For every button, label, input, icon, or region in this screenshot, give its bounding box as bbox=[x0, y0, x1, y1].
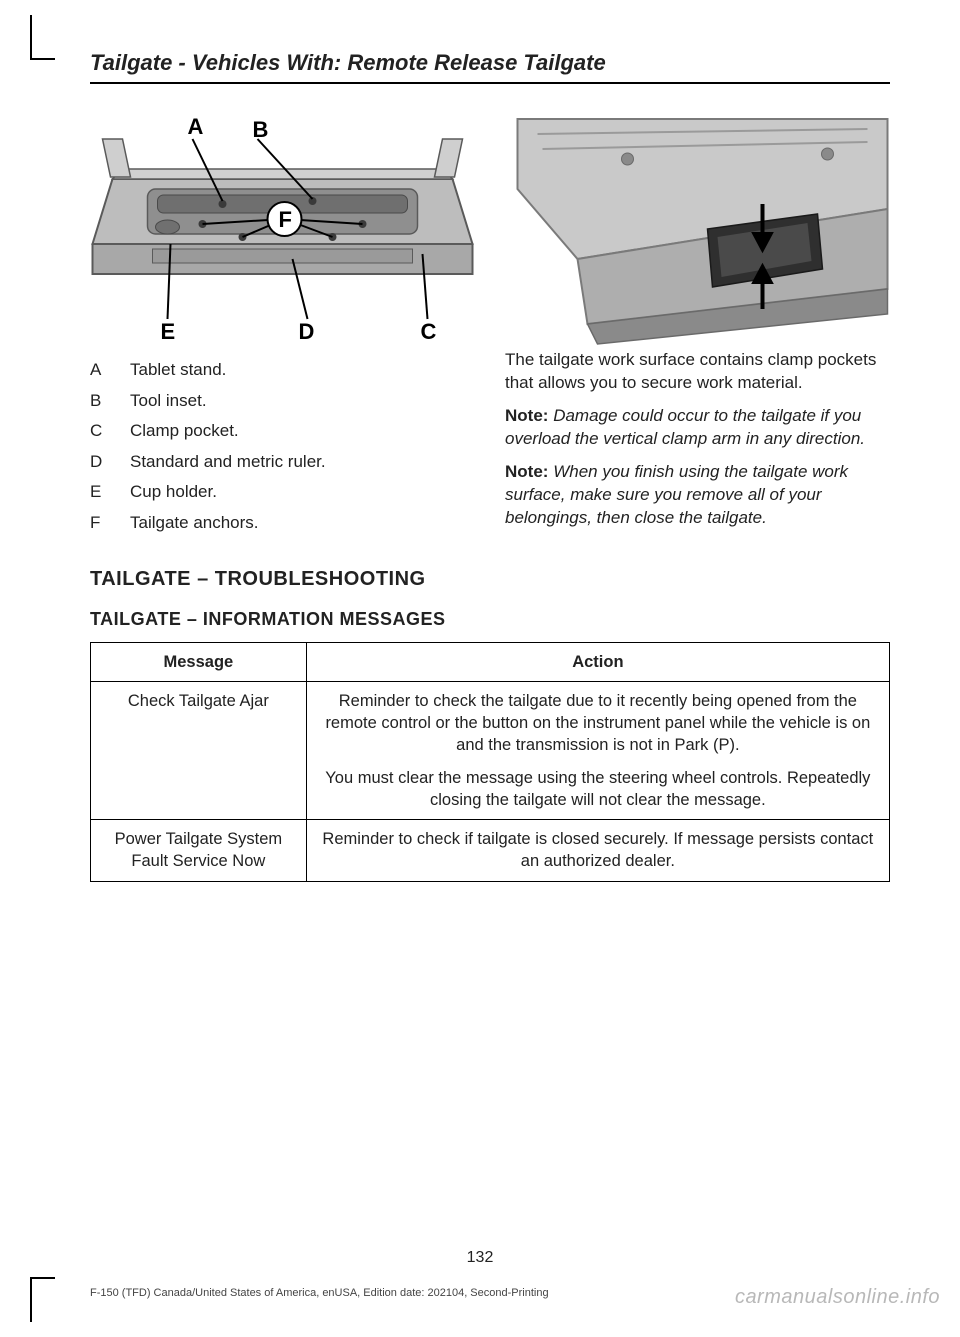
note-2: Note: When you finish using the tailgate… bbox=[505, 461, 890, 530]
table-row: Check Tailgate Ajar Reminder to check th… bbox=[91, 681, 890, 819]
crop-mark-bottom-left bbox=[30, 1277, 55, 1322]
legend-item: ATablet stand. bbox=[90, 355, 475, 386]
tailgate-diagram: A B C D E F bbox=[90, 109, 475, 349]
legend-item: BTool inset. bbox=[90, 386, 475, 417]
callout-e: E bbox=[161, 319, 176, 344]
legend-text: Tablet stand. bbox=[130, 355, 226, 386]
note-text: Damage could occur to the tailgate if yo… bbox=[505, 406, 865, 448]
legend-text: Clamp pocket. bbox=[130, 416, 239, 447]
legend-text: Tool inset. bbox=[130, 386, 207, 417]
page-number: 132 bbox=[0, 1249, 960, 1267]
callout-c: C bbox=[421, 319, 437, 344]
table-header-row: Message Action bbox=[91, 642, 890, 681]
table-header-action: Action bbox=[306, 642, 889, 681]
info-messages-table: Message Action Check Tailgate Ajar Remin… bbox=[90, 642, 890, 882]
legend-list: ATablet stand. BTool inset. CClamp pocke… bbox=[90, 355, 475, 539]
legend-text: Cup holder. bbox=[130, 477, 217, 508]
legend-item: CClamp pocket. bbox=[90, 416, 475, 447]
legend-letter: B bbox=[90, 386, 130, 417]
troubleshooting-heading: TAILGATE – TROUBLESHOOTING bbox=[90, 568, 890, 591]
callout-f: F bbox=[279, 207, 292, 232]
crop-mark-top-left bbox=[30, 15, 55, 60]
footer-edition: F-150 (TFD) Canada/United States of Amer… bbox=[90, 1287, 549, 1299]
note-label: Note: bbox=[505, 462, 548, 481]
tailgate-top-illustration: A B C D E F bbox=[90, 109, 475, 349]
work-surface-paragraph: The tailgate work surface contains clamp… bbox=[505, 349, 890, 395]
table-header-message: Message bbox=[91, 642, 307, 681]
note-text: When you finish using the tailgate work … bbox=[505, 462, 848, 527]
legend-letter: F bbox=[90, 508, 130, 539]
callout-b: B bbox=[253, 117, 269, 142]
content-columns: A B C D E F ATablet stand. BTool inset. … bbox=[90, 109, 890, 540]
clamp-pocket-illustration bbox=[505, 109, 890, 349]
legend-item: ECup holder. bbox=[90, 477, 475, 508]
table-cell-action: Reminder to check the tailgate due to it… bbox=[306, 681, 889, 819]
callout-d: D bbox=[299, 319, 315, 344]
clamp-pocket-diagram bbox=[505, 109, 890, 349]
action-paragraph: You must clear the message using the ste… bbox=[317, 767, 879, 812]
legend-text: Standard and metric ruler. bbox=[130, 447, 326, 478]
action-paragraph: Reminder to check the tailgate due to it… bbox=[317, 690, 879, 757]
legend-text: Tailgate anchors. bbox=[130, 508, 259, 539]
page-title: Tailgate - Vehicles With: Remote Release… bbox=[90, 50, 890, 84]
table-cell-message: Power Tailgate System Fault Service Now bbox=[91, 820, 307, 882]
legend-item: FTailgate anchors. bbox=[90, 508, 475, 539]
watermark: carmanualsonline.info bbox=[735, 1286, 940, 1309]
legend-letter: C bbox=[90, 416, 130, 447]
left-column: A B C D E F ATablet stand. BTool inset. … bbox=[90, 109, 475, 540]
note-1: Note: Damage could occur to the tailgate… bbox=[505, 405, 890, 451]
note-label: Note: bbox=[505, 406, 548, 425]
right-column: The tailgate work surface contains clamp… bbox=[505, 109, 890, 540]
table-cell-action: Reminder to check if tailgate is closed … bbox=[306, 820, 889, 882]
table-cell-message: Check Tailgate Ajar bbox=[91, 681, 307, 819]
legend-letter: E bbox=[90, 477, 130, 508]
legend-letter: A bbox=[90, 355, 130, 386]
table-row: Power Tailgate System Fault Service Now … bbox=[91, 820, 890, 882]
info-messages-heading: TAILGATE – INFORMATION MESSAGES bbox=[90, 609, 890, 630]
callout-a: A bbox=[188, 114, 204, 139]
legend-item: DStandard and metric ruler. bbox=[90, 447, 475, 478]
legend-letter: D bbox=[90, 447, 130, 478]
